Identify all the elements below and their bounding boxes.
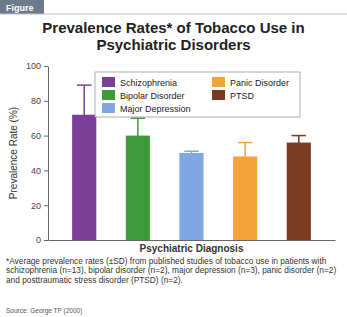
bar: [287, 143, 311, 240]
y-tick-label: 20: [31, 201, 41, 211]
legend-item: Bipolar Disorder: [102, 90, 185, 101]
figure-tab: [0, 0, 44, 14]
legend-box: [95, 72, 300, 117]
y-tick-mark: [44, 136, 48, 137]
legend-label: Schizophrenia: [120, 78, 177, 88]
source: Source: George TP (2000): [6, 307, 82, 315]
y-tick: 40: [31, 166, 48, 176]
text-line: Psychiatric Disorders: [96, 36, 250, 53]
legend-item: Major Depression: [102, 103, 191, 114]
legend-swatch: [102, 90, 115, 100]
y-tick: 100: [26, 61, 48, 71]
y-tick-label: 100: [26, 61, 41, 71]
x-axis-title: Psychiatric Diagnosis: [140, 243, 244, 254]
x-axis-line: [49, 240, 336, 241]
bar: [233, 156, 257, 240]
y-tick: 0: [36, 235, 48, 245]
error-cap: [292, 135, 306, 137]
error-cap: [131, 117, 145, 119]
chart-root: Figure Prevalence Rates* of Tobacco Use i…: [0, 0, 347, 317]
error-cap: [77, 84, 91, 86]
bar: [179, 153, 203, 240]
y-axis-title: Prevalence Rate (%): [8, 107, 19, 199]
legend-label: PTSD: [230, 91, 255, 101]
y-tick-mark: [44, 170, 48, 171]
y-tick: 80: [31, 96, 48, 106]
legend-swatch: [102, 103, 115, 113]
y-tick: 20: [31, 201, 48, 211]
text-line: Prevalence Rates* of Tobacco Use in: [42, 19, 304, 36]
legend-item: Panic Disorder: [212, 77, 289, 88]
legend-swatch: [102, 77, 115, 87]
y-axis-line: [48, 67, 49, 241]
legend-swatch: [212, 77, 225, 87]
y-tick-label: 40: [31, 166, 41, 176]
y-tick: 60: [31, 131, 48, 141]
footnote: *Average prevalence rates (±SD) from pub…: [6, 256, 336, 285]
error-cap: [238, 142, 252, 144]
chart-title: Prevalence Rates* of Tobacco Use inPsych…: [42, 19, 304, 53]
x-axis: [49, 240, 336, 242]
legend-item: PTSD: [212, 90, 255, 101]
y-tick-label: 60: [31, 131, 41, 141]
legend: Schizophrenia Bipolar Disorder Major Depre…: [95, 72, 300, 117]
y-tick-mark: [44, 240, 48, 241]
y-tick-label: 80: [31, 96, 41, 106]
figure-tab-rule: [0, 14, 347, 15]
bar: [126, 136, 150, 240]
legend-label: Bipolar Disorder: [120, 91, 185, 101]
figure-label: Figure: [6, 3, 34, 13]
bar: [72, 115, 96, 240]
text-line: and posttraumatic stress disorder (PTSD)…: [6, 275, 183, 285]
y-tick-mark: [44, 205, 48, 206]
legend-label: Panic Disorder: [230, 78, 289, 88]
legend-swatch: [212, 90, 225, 100]
y-axis: 0 20 40 60 80 100: [26, 61, 49, 245]
y-tick-label: 0: [36, 235, 41, 245]
y-tick-mark: [44, 66, 48, 67]
legend-item: Schizophrenia: [102, 77, 177, 88]
error-cap: [184, 151, 198, 153]
legend-label: Major Depression: [120, 104, 191, 114]
y-tick-mark: [44, 101, 48, 102]
